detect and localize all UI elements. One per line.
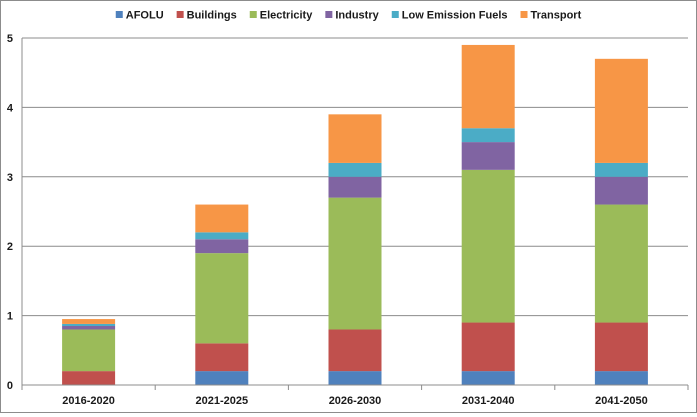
legend-item-buildings: Buildings <box>176 10 237 22</box>
bar-industry-2026-2030 <box>328 176 382 198</box>
bar-transport-2026-2030 <box>328 114 382 163</box>
bar-afolu-2031-2040 <box>461 371 515 385</box>
legend-swatch <box>176 11 184 18</box>
bar-industry-2021-2025 <box>195 239 249 254</box>
bar-electricity-2016-2020 <box>62 329 116 372</box>
legend-item-electricity: Electricity <box>249 10 313 22</box>
bar-electricity-2041-2050 <box>594 204 648 323</box>
bar-electricity-2031-2040 <box>461 169 515 323</box>
y-tick-label: 3 <box>7 172 13 184</box>
legend-label: Buildings <box>187 10 237 22</box>
bar-afolu-2026-2030 <box>328 371 382 385</box>
bars <box>62 44 648 385</box>
y-tick-label: 1 <box>7 311 13 323</box>
legend: AFOLU Buildings Electricity Industry Low Emi… <box>115 10 582 22</box>
y-tick-labels: 0 1 2 3 4 5 <box>7 33 14 392</box>
bar-buildings-2031-2040 <box>461 322 515 372</box>
bar-buildings-2041-2050 <box>594 322 648 372</box>
x-tick-label: 2031-2040 <box>462 395 515 407</box>
bar-low-emission-fuels-2031-2040 <box>461 128 515 143</box>
y-tick-label: 4 <box>7 102 14 114</box>
bar-low-emission-fuels-2021-2025 <box>195 232 249 240</box>
legend-item-low-emission-fuels: Low Emission Fuels <box>391 10 508 22</box>
legend-swatch <box>391 11 399 18</box>
bar-buildings-2021-2025 <box>195 343 249 372</box>
x-tick-label: 2016-2020 <box>62 395 115 407</box>
y-tick-label: 2 <box>7 241 13 253</box>
bar-low-emission-fuels-2016-2020 <box>62 323 116 327</box>
x-tick-label: 2021-2025 <box>195 395 248 407</box>
legend-item-transport: Transport <box>520 10 582 22</box>
bar-transport-2016-2020 <box>62 319 116 324</box>
legend-swatch <box>249 11 257 18</box>
bar-afolu-2041-2050 <box>594 371 648 385</box>
bar-industry-2041-2050 <box>594 176 648 205</box>
bar-buildings-2026-2030 <box>328 329 382 372</box>
bar-transport-2031-2040 <box>461 44 515 129</box>
bar-electricity-2021-2025 <box>195 253 249 344</box>
legend-label: Low Emission Fuels <box>402 10 508 22</box>
x-tick-label: 2026-2030 <box>329 395 382 407</box>
legend-swatch <box>325 11 333 18</box>
legend-label: AFOLU <box>126 10 164 22</box>
legend-label: Transport <box>531 10 582 22</box>
bar-transport-2021-2025 <box>195 204 249 233</box>
legend-label: Industry <box>335 10 379 22</box>
bar-industry-2031-2040 <box>461 142 515 170</box>
bar-buildings-2016-2020 <box>62 371 116 385</box>
axes <box>21 38 689 390</box>
bar-low-emission-fuels-2026-2030 <box>328 162 382 177</box>
bar-low-emission-fuels-2041-2050 <box>594 162 648 177</box>
y-tick-label: 5 <box>7 33 13 45</box>
legend-swatch <box>520 11 528 18</box>
x-tick-labels: 2016-2020 2021-2025 2026-2030 2031-2040 2041… <box>62 395 647 407</box>
bar-industry-2016-2020 <box>62 326 116 330</box>
legend-item-industry: Industry <box>325 10 380 22</box>
legend-swatch <box>115 11 123 18</box>
bar-electricity-2026-2030 <box>328 197 382 330</box>
legend-item-afolu: AFOLU <box>115 10 164 22</box>
bar-transport-2041-2050 <box>594 58 648 163</box>
legend-label: Electricity <box>260 10 313 22</box>
x-tick-label: 2041-2050 <box>595 395 648 407</box>
bar-afolu-2021-2025 <box>195 371 249 385</box>
y-tick-label: 0 <box>7 380 13 392</box>
